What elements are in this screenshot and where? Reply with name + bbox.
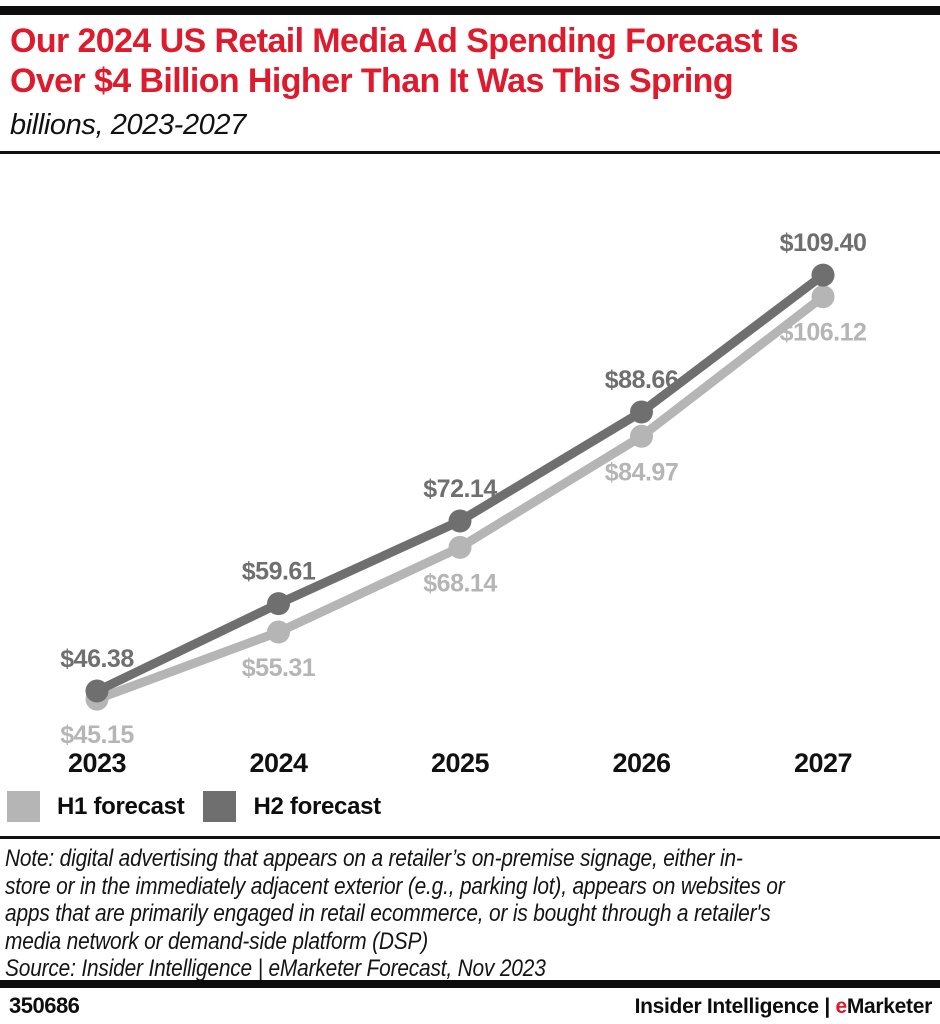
chart-id: 350686 <box>9 993 80 1018</box>
chart-legend: H1 forecast H2 forecast <box>7 791 400 822</box>
h1-data-point-2027 <box>811 285 835 309</box>
legend-item-h2: H2 forecast <box>203 791 381 822</box>
h1-legend-swatch <box>7 791 40 822</box>
h2-data-point-2024 <box>267 592 290 616</box>
x-axis-label-2027: 2027 <box>794 748 852 778</box>
legend-divider <box>0 836 940 839</box>
h1-value-label-2023: $45.15 <box>60 721 134 749</box>
x-axis-label-2023: 2023 <box>68 748 127 778</box>
h2-value-label-2025: $72.14 <box>423 475 497 503</box>
h1-data-point-2025 <box>448 535 472 559</box>
line-chart: $45.15 $55.31 $68.14 $84.97 $106.12 $46.38 $59… <box>0 185 940 785</box>
h2-data-point-2027 <box>811 263 835 287</box>
h2-value-label-2027: $109.40 <box>780 229 867 257</box>
h1-data-point-2024 <box>267 620 290 644</box>
h1-value-label-2026: $84.97 <box>605 458 678 486</box>
x-axis-label-2024: 2024 <box>249 748 308 778</box>
h1-value-label-2025: $68.14 <box>423 569 497 597</box>
h2-value-label-2024: $59.61 <box>242 558 316 586</box>
footer-black-bar <box>0 980 940 988</box>
footnotes: Note: digital advertising that appears o… <box>5 845 936 983</box>
chart-subtitle: billions, 2023-2027 <box>10 109 246 141</box>
brand-logo: Insider Intelligence | eMarketer <box>634 995 933 1019</box>
h2-data-point-2025 <box>448 509 472 533</box>
brand-e: e <box>835 995 847 1018</box>
h2-data-point-2023 <box>85 679 109 703</box>
line-chart-svg: $45.15 $55.31 $68.14 $84.97 $106.12 $46.38 $59… <box>60 229 867 778</box>
x-axis-label-2025: 2025 <box>431 748 490 778</box>
h2-value-label-2026: $88.66 <box>605 366 678 394</box>
h2-data-point-2026 <box>630 400 653 424</box>
legend-item-h1: H1 forecast <box>7 791 185 822</box>
footer: 350686 Insider Intelligence | eMarketer <box>0 993 940 1019</box>
h1-value-label-2024: $55.31 <box>242 654 316 682</box>
x-axis-label-2026: 2026 <box>612 748 671 778</box>
h1-legend-label: H1 forecast <box>57 792 185 820</box>
top-black-bar <box>0 6 940 15</box>
h1-value-label-2027: $106.12 <box>780 319 867 347</box>
page-title: Our 2024 US Retail Media Ad Spending For… <box>10 22 799 100</box>
h2-legend-label: H2 forecast <box>253 792 381 820</box>
brand-prefix: Insider Intelligence | <box>634 995 836 1018</box>
brand-rest: Marketer <box>846 995 932 1018</box>
h1-data-point-2026 <box>630 424 653 448</box>
note-text: Note: digital advertising that appears o… <box>5 845 785 955</box>
header-divider <box>0 151 940 154</box>
source-text: Source: Insider Intelligence | eMarketer… <box>5 955 546 982</box>
h2-legend-swatch <box>203 791 237 822</box>
h2-value-label-2023: $46.38 <box>60 645 134 673</box>
